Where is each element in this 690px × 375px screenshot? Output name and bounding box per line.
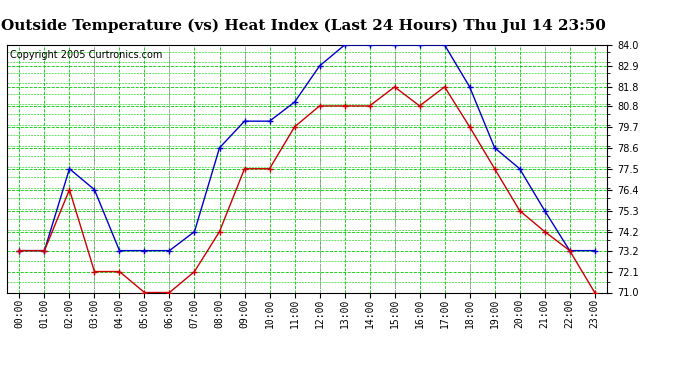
Text: Copyright 2005 Curtronics.com: Copyright 2005 Curtronics.com (10, 50, 162, 60)
Text: Outside Temperature (vs) Heat Index (Last 24 Hours) Thu Jul 14 23:50: Outside Temperature (vs) Heat Index (Las… (1, 19, 606, 33)
